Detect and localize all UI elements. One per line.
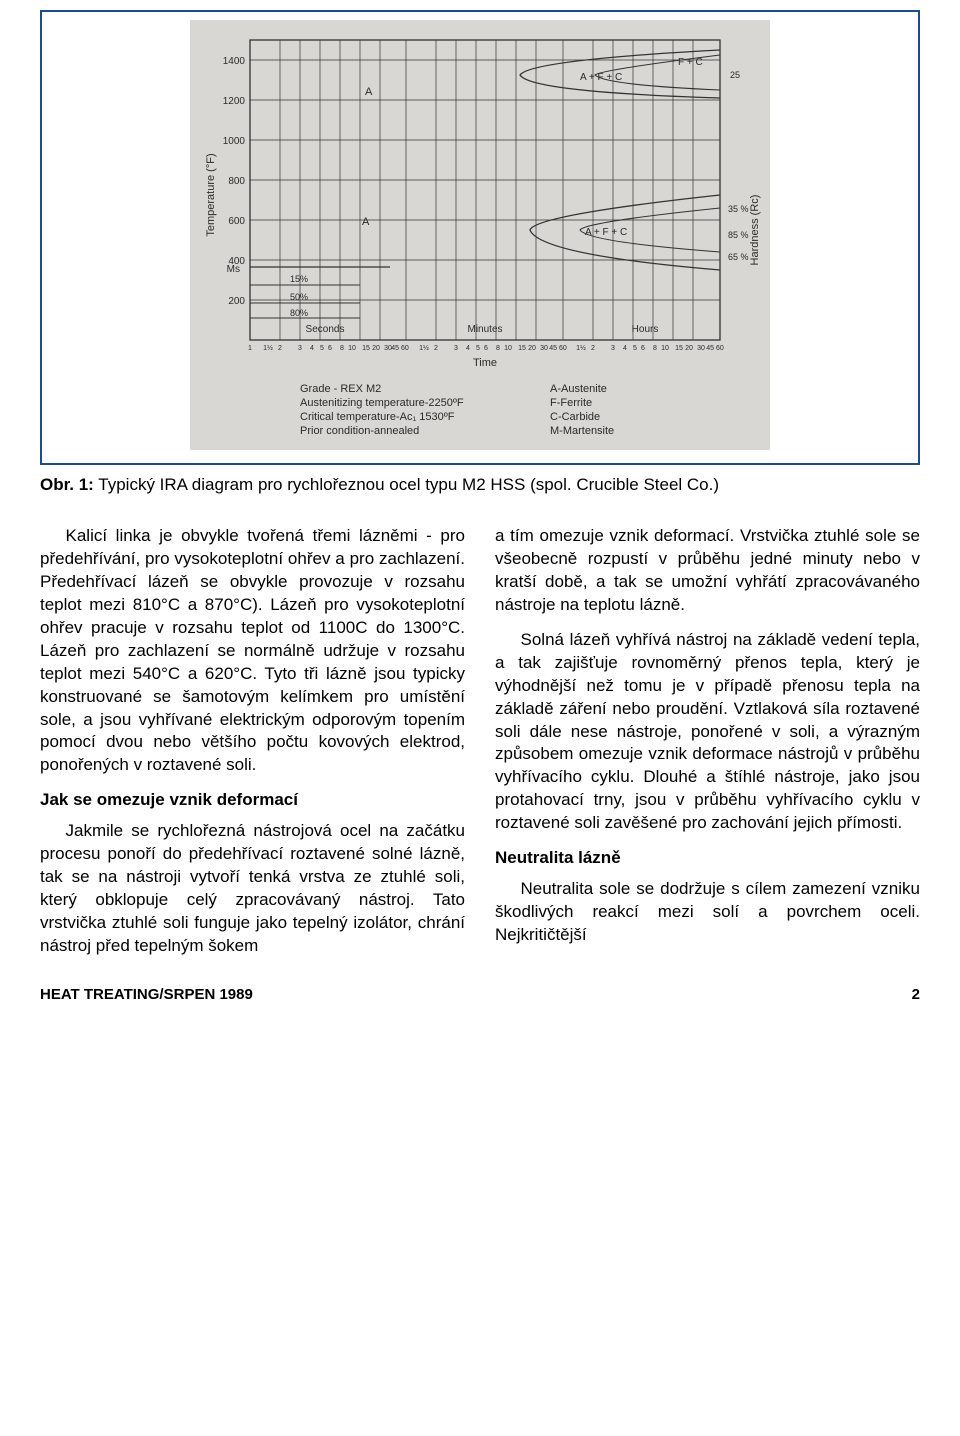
right-p2: Solná lázeň vyhřívá nástroj na základě v… (495, 629, 920, 835)
svg-text:10: 10 (348, 345, 356, 352)
svg-text:1200: 1200 (223, 96, 246, 107)
svg-text:C-Carbide: C-Carbide (550, 411, 600, 423)
svg-text:Austenitizing temperature-2250: Austenitizing temperature-2250ºF (300, 397, 464, 409)
svg-text:45 60: 45 60 (549, 345, 567, 352)
svg-text:Critical temperature-Ac₁ 1530º: Critical temperature-Ac₁ 1530ºF (300, 411, 455, 423)
figure-frame: Ms 15% 50% 80% A A A + F + C F + C A + F… (40, 10, 920, 465)
svg-text:2: 2 (591, 345, 595, 352)
svg-text:6: 6 (328, 345, 332, 352)
svg-text:3: 3 (454, 345, 458, 352)
svg-text:F-Ferrite: F-Ferrite (550, 397, 592, 409)
svg-text:10: 10 (661, 345, 669, 352)
svg-text:3: 3 (611, 345, 615, 352)
svg-text:Minutes: Minutes (467, 324, 502, 335)
svg-text:35 %: 35 % (728, 204, 749, 214)
right-p3: Neutralita sole se dodržuje s cílem zame… (495, 878, 920, 947)
ira-diagram-svg: Ms 15% 50% 80% A A A + F + C F + C A + F… (190, 20, 770, 450)
right-column: a tím omezuje vznik deformací. Vrstvička… (495, 525, 920, 970)
two-column-body: Kalicí linka je obvykle tvořená třemi lá… (40, 525, 920, 970)
svg-text:1000: 1000 (223, 136, 246, 147)
right-heading-neutralita: Neutralita lázně (495, 847, 920, 870)
svg-text:A + F + C: A + F + C (585, 227, 627, 238)
svg-text:Time: Time (473, 357, 497, 369)
svg-text:A: A (362, 216, 370, 228)
svg-text:5: 5 (633, 345, 637, 352)
footer-left: HEAT TREATING/SRPEN 1989 (40, 986, 253, 1003)
svg-text:1: 1 (248, 345, 252, 352)
svg-text:4: 4 (623, 345, 627, 352)
svg-text:1½: 1½ (576, 344, 586, 352)
figure-caption: Obr. 1: Typický IRA diagram pro rychloře… (40, 475, 920, 495)
svg-text:20: 20 (685, 345, 693, 352)
left-p2: Jakmile se rychlořezná nástrojová ocel n… (40, 820, 465, 958)
svg-text:65 %: 65 % (728, 252, 749, 262)
svg-text:4: 4 (310, 345, 314, 352)
right-p1: a tím omezuje vznik deformací. Vrstvička… (495, 525, 920, 617)
svg-text:1½: 1½ (263, 344, 273, 352)
svg-text:20: 20 (372, 345, 380, 352)
svg-text:A: A (365, 86, 373, 98)
svg-text:2: 2 (434, 345, 438, 352)
svg-text:45 60: 45 60 (706, 345, 724, 352)
svg-text:5: 5 (476, 345, 480, 352)
svg-text:8: 8 (496, 345, 500, 352)
footer-page-number: 2 (912, 986, 920, 1003)
svg-text:A + F + C: A + F + C (580, 72, 622, 83)
left-heading-deformace: Jak se omezuje vznik deformací (40, 789, 465, 812)
svg-text:2: 2 (278, 345, 282, 352)
svg-text:3: 3 (298, 345, 302, 352)
caption-prefix: Obr. 1: (40, 475, 94, 494)
svg-text:45 60: 45 60 (391, 345, 409, 352)
svg-text:200: 200 (228, 296, 245, 307)
svg-text:85 %: 85 % (728, 230, 749, 240)
svg-text:800: 800 (228, 176, 245, 187)
svg-text:Temperature (°F): Temperature (°F) (205, 153, 217, 236)
svg-text:1400: 1400 (223, 56, 246, 67)
svg-text:400: 400 (228, 256, 245, 267)
left-p1: Kalicí linka je obvykle tvořená třemi lá… (40, 525, 465, 777)
svg-text:15%: 15% (290, 274, 308, 284)
svg-text:600: 600 (228, 216, 245, 227)
svg-text:Hardness (Rc): Hardness (Rc) (749, 195, 761, 266)
svg-text:10: 10 (504, 345, 512, 352)
svg-text:Hours: Hours (632, 324, 659, 335)
svg-text:6: 6 (484, 345, 488, 352)
svg-text:20: 20 (528, 345, 536, 352)
svg-text:A-Austenite: A-Austenite (550, 383, 607, 395)
svg-text:50%: 50% (290, 292, 308, 302)
svg-text:8: 8 (653, 345, 657, 352)
page-footer: HEAT TREATING/SRPEN 1989 2 (40, 986, 920, 1003)
svg-text:15: 15 (675, 345, 683, 352)
svg-text:M-Martensite: M-Martensite (550, 425, 614, 437)
svg-text:Grade - REX M2: Grade - REX M2 (300, 383, 381, 395)
svg-text:30: 30 (540, 345, 548, 352)
svg-text:80%: 80% (290, 308, 308, 318)
svg-text:F + C: F + C (678, 57, 703, 68)
svg-text:30: 30 (697, 345, 705, 352)
svg-text:Prior condition-annealed: Prior condition-annealed (300, 425, 419, 437)
svg-text:Seconds: Seconds (306, 324, 345, 335)
left-column: Kalicí linka je obvykle tvořená třemi lá… (40, 525, 465, 970)
svg-text:1½: 1½ (419, 344, 429, 352)
svg-text:4: 4 (466, 345, 470, 352)
caption-text: Typický IRA diagram pro rychlořeznou oce… (94, 475, 719, 494)
svg-text:15: 15 (362, 345, 370, 352)
svg-text:15: 15 (518, 345, 526, 352)
svg-text:25: 25 (730, 70, 740, 80)
svg-text:6: 6 (641, 345, 645, 352)
svg-text:5: 5 (320, 345, 324, 352)
ira-diagram: Ms 15% 50% 80% A A A + F + C F + C A + F… (190, 20, 770, 455)
svg-text:8: 8 (340, 345, 344, 352)
